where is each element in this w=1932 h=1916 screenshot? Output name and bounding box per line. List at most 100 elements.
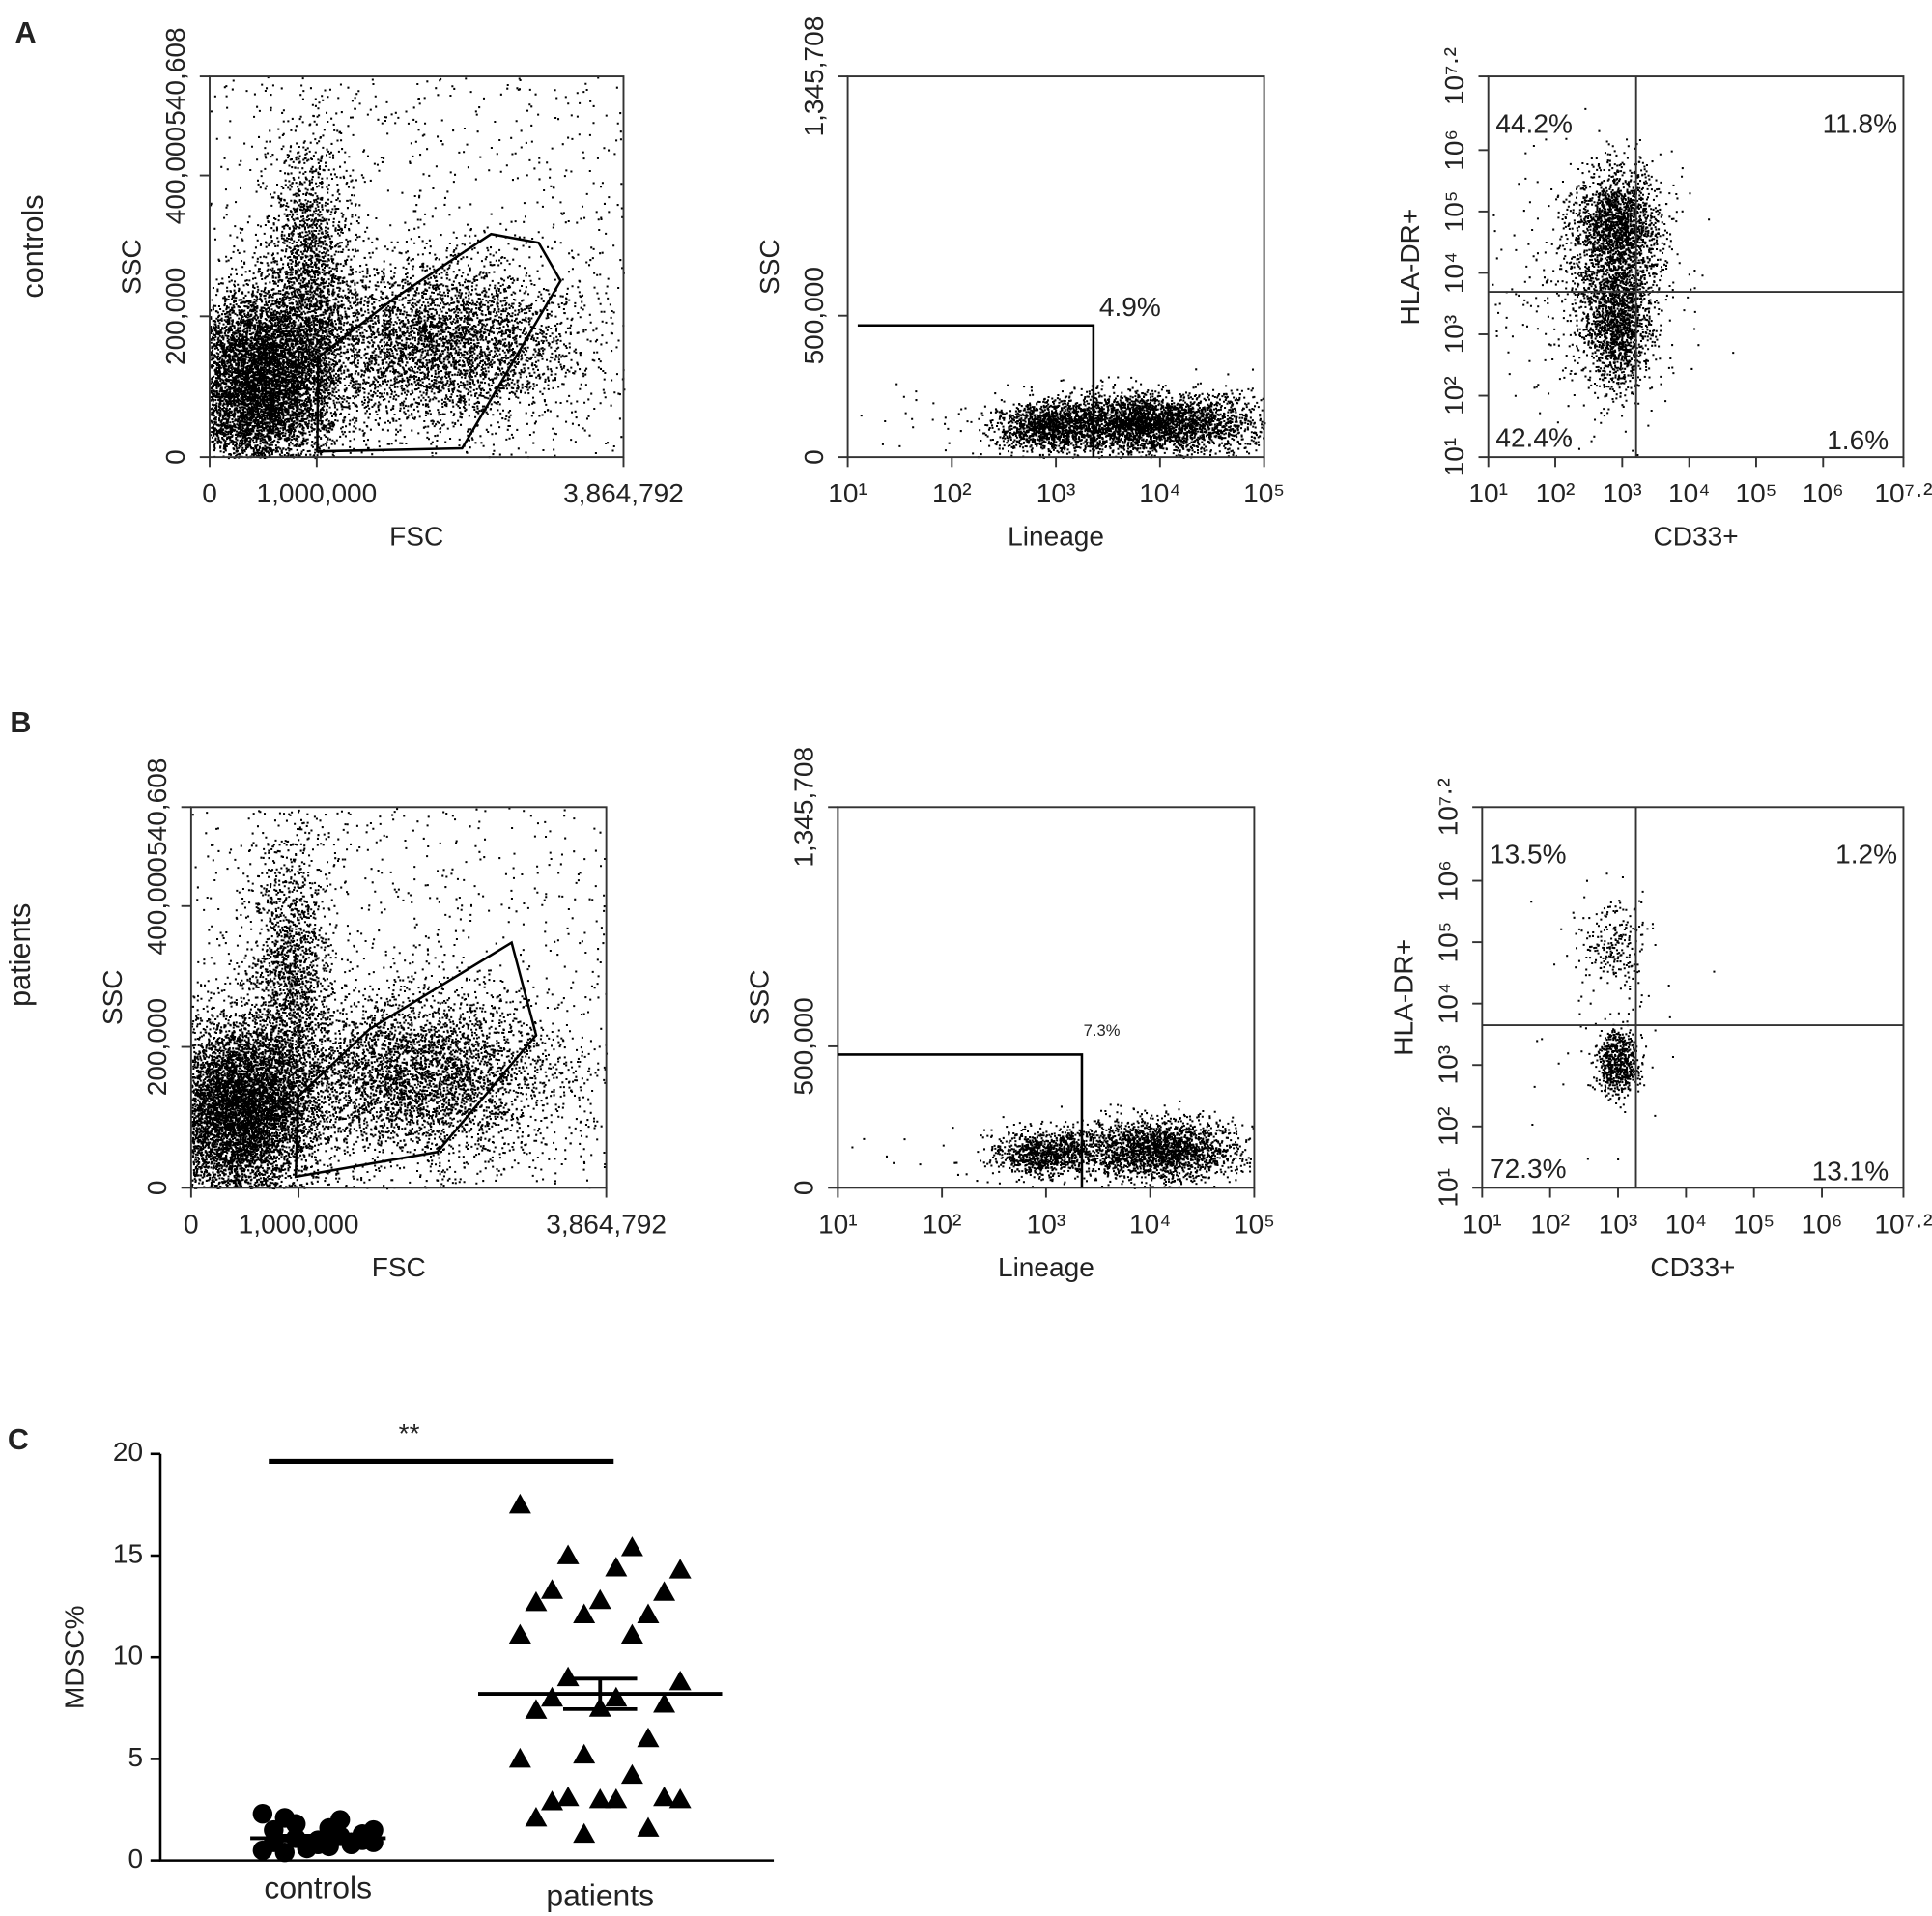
data-point — [620, 1536, 643, 1557]
quadrant-percent: 42.4% — [1495, 423, 1573, 453]
y-tick-label: 10² — [1439, 376, 1469, 415]
x-tick-label: 10⁵ — [1243, 478, 1285, 508]
data-point — [573, 1822, 596, 1844]
x-tick-label: 10⁷·² — [1874, 1209, 1932, 1239]
event-cloud — [190, 807, 609, 1190]
y-tick-label: 10⁶ — [1439, 129, 1469, 171]
data-point — [525, 1806, 548, 1827]
data-point — [637, 1727, 660, 1748]
x-axis-label: Lineage — [998, 1252, 1094, 1282]
x-tick-label: 1,000,000 — [256, 478, 377, 508]
y-axis-label: MDSC% — [60, 1605, 90, 1709]
x-tick-label: 10³ — [1599, 1209, 1638, 1239]
gate — [838, 1053, 1084, 1188]
x-tick-label: 10⁷·² — [1874, 478, 1932, 508]
quadrant-percent: 13.1% — [1812, 1156, 1889, 1186]
y-tick-label: 10¹ — [1434, 1168, 1463, 1208]
x-tick-label: 10¹ — [1463, 1209, 1502, 1239]
data-point — [525, 1590, 548, 1612]
y-tick-label: 0 — [789, 1181, 819, 1196]
y-tick-label: 10³ — [1439, 315, 1469, 355]
x-tick-label: 0 — [202, 478, 217, 508]
quadrant-percent: 1.6% — [1827, 425, 1889, 455]
y-tick-label: 10⁵ — [1439, 190, 1469, 232]
data-point — [620, 1623, 643, 1644]
data-point — [637, 1603, 660, 1623]
y-tick-label: 200,000 — [142, 998, 172, 1096]
event-cloud — [851, 1100, 1255, 1189]
y-axis-label: SSC — [745, 969, 775, 1025]
x-tick-label: 10⁵ — [1733, 1209, 1775, 1239]
x-tick-label: 10¹ — [828, 478, 867, 508]
x-tick-label: 10⁵ — [1736, 478, 1777, 508]
y-tick-label: 400,000 — [160, 127, 190, 224]
y-tick-label: 500,000 — [799, 267, 829, 364]
row-label: patients — [4, 903, 37, 1007]
y-tick-label: 0 — [160, 449, 190, 465]
y-tick-label: 0 — [142, 1181, 172, 1196]
row-label: controls — [16, 194, 49, 298]
y-tick-label: 10 — [113, 1641, 143, 1671]
x-tick-label: 10⁵ — [1234, 1209, 1275, 1239]
plot-frame — [837, 806, 1256, 1189]
data-point — [653, 1693, 676, 1713]
quadrant-percent: 13.5% — [1490, 840, 1567, 870]
data-point — [653, 1786, 676, 1807]
y-tick-label: 500,000 — [789, 997, 819, 1095]
y-axis-label: SSC — [98, 969, 128, 1025]
y-tick-label: 15 — [113, 1538, 143, 1568]
x-axis-label: FSC — [389, 522, 443, 552]
x-tick-label: 10³ — [1603, 478, 1642, 508]
y-axis-label: SSC — [754, 239, 784, 295]
data-point — [252, 1840, 273, 1861]
panel-label: A — [15, 16, 37, 49]
data-point — [588, 1788, 611, 1809]
gate-percent: 4.9% — [1099, 292, 1161, 322]
y-tick-label: 400,000 — [142, 857, 172, 955]
x-tick-label: 10² — [932, 478, 972, 508]
data-point — [573, 1743, 596, 1764]
y-tick-label: 10² — [1434, 1107, 1463, 1147]
y-tick-label: 20 — [113, 1437, 143, 1467]
y-axis-label: SSC — [116, 239, 146, 295]
data-point — [573, 1603, 596, 1623]
error-bar — [562, 1676, 638, 1711]
panel-label: B — [10, 706, 31, 739]
data-point — [637, 1816, 660, 1837]
panel-label: C — [8, 1423, 29, 1456]
plot-frame — [209, 75, 625, 459]
x-tick-label: 3,864,792 — [546, 1209, 667, 1239]
plot-frame — [1481, 806, 1905, 1189]
y-tick-label: 10⁴ — [1434, 983, 1463, 1024]
x-axis-label: Lineage — [1008, 522, 1104, 552]
x-tick-label: 10¹ — [818, 1209, 858, 1239]
significance: ** — [399, 1418, 420, 1448]
event-cloud — [1530, 872, 1716, 1161]
x-axis-label: FSC — [372, 1252, 426, 1282]
y-tick-label: 200,000 — [160, 268, 190, 365]
plot-frame — [1487, 75, 1905, 459]
gate-percent: 7.3% — [1084, 1021, 1121, 1040]
y-tick-label: 10³ — [1434, 1045, 1463, 1085]
error-bar — [280, 1834, 355, 1843]
x-tick-label: 10⁴ — [1129, 1209, 1171, 1239]
y-tick-label: 0 — [799, 449, 829, 465]
plot-frame — [189, 806, 608, 1189]
y-tick-label: 10¹ — [1439, 438, 1469, 477]
data-point — [653, 1581, 676, 1601]
x-tick-label: 10⁶ — [1802, 1209, 1843, 1239]
y-tick-label: 1,345,708 — [799, 16, 829, 137]
data-point — [605, 1557, 628, 1577]
data-point — [508, 1623, 531, 1644]
quadrant-lines — [1488, 76, 1904, 458]
data-point — [556, 1786, 580, 1807]
data-point — [508, 1493, 531, 1514]
y-axis-label: HLA-DR+ — [1389, 939, 1419, 1056]
x-tick-label: 0 — [184, 1209, 199, 1239]
y-tick-label: 1,345,708 — [789, 747, 819, 868]
x-tick-label: 1,000,000 — [239, 1209, 359, 1239]
y-tick-label: 5 — [128, 1742, 144, 1772]
x-axis-label: CD33+ — [1650, 1252, 1735, 1282]
